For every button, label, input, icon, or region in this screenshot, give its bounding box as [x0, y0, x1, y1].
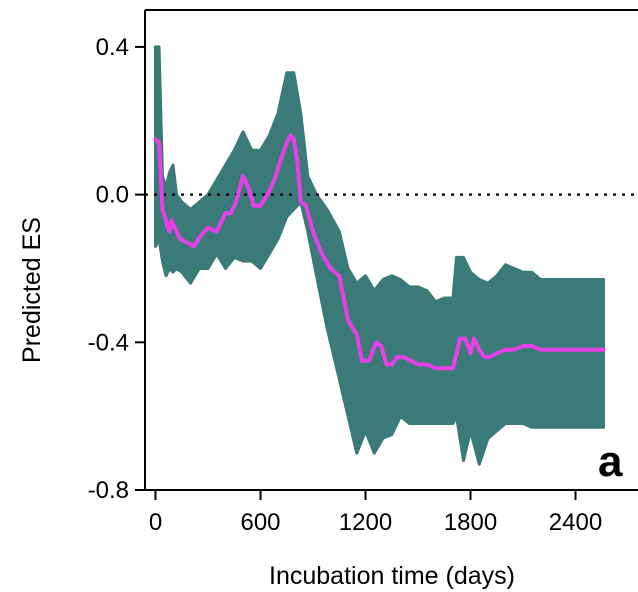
x-axis-title: Incubation time (days) — [269, 562, 515, 590]
y-tick-label: 0.0 — [96, 182, 129, 209]
y-tick-label: -0.8 — [88, 477, 129, 504]
y-tick-label: 0.4 — [96, 34, 129, 61]
x-tick-label: 0 — [149, 509, 162, 536]
axes: 0.4 0.0 -0.4 -0.8 0 600 1200 1800 2400 — [88, 9, 638, 536]
y-axis-title: Predicted ES — [18, 217, 46, 363]
x-tick-label: 1800 — [444, 509, 497, 536]
x-tick-label: 1200 — [339, 509, 392, 536]
predicted-es-line — [153, 133, 606, 371]
y-tick-label: -0.4 — [88, 329, 129, 356]
x-tick-label: 600 — [240, 509, 280, 536]
x-tick-label: 2400 — [549, 509, 602, 536]
panel-label: a — [598, 437, 623, 486]
plot-area — [145, 45, 638, 466]
confidence-band — [154, 45, 605, 466]
